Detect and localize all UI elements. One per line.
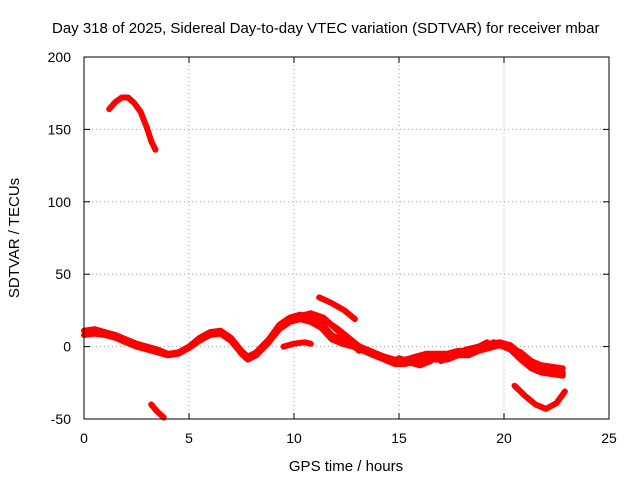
- x-tick-label: 5: [185, 430, 193, 446]
- series-branch-2: [316, 294, 358, 323]
- x-tick-label: 20: [496, 430, 512, 446]
- plot-frame: [83, 56, 610, 420]
- series-branch-4: [396, 355, 434, 369]
- series-bottom-arc: [511, 382, 568, 412]
- x-tick-label: 0: [80, 430, 88, 446]
- axis-ticks: 0 5 10 15 20 25 -50 0 50 100 150 200: [48, 49, 617, 446]
- x-tick-label: 10: [286, 430, 302, 446]
- y-axis-label: SDTVAR / TECUs: [6, 178, 23, 298]
- series-high-arc: [106, 94, 159, 153]
- y-tick-label: 100: [48, 194, 72, 210]
- y-tick-label: 200: [48, 49, 72, 65]
- grid: [84, 57, 609, 419]
- y-tick-label: 150: [48, 121, 72, 137]
- y-tick-label: -50: [51, 411, 71, 427]
- x-tick-label: 15: [391, 430, 407, 446]
- series-branch-5: [438, 339, 491, 365]
- y-tick-label: 0: [63, 339, 71, 355]
- x-axis-label: GPS time / hours: [289, 458, 403, 475]
- series-branch-6: [490, 339, 566, 376]
- y-tick-label: 50: [55, 266, 71, 282]
- data-series: [81, 94, 568, 421]
- series-low-dip: [148, 401, 167, 421]
- series-main-b: [81, 316, 566, 379]
- series-branch-3: [322, 317, 365, 351]
- chart-title: Day 318 of 2025, Sidereal Day-to-day VTE…: [52, 20, 599, 37]
- series-short-segment: [280, 339, 314, 350]
- x-tick-label: 25: [601, 430, 617, 446]
